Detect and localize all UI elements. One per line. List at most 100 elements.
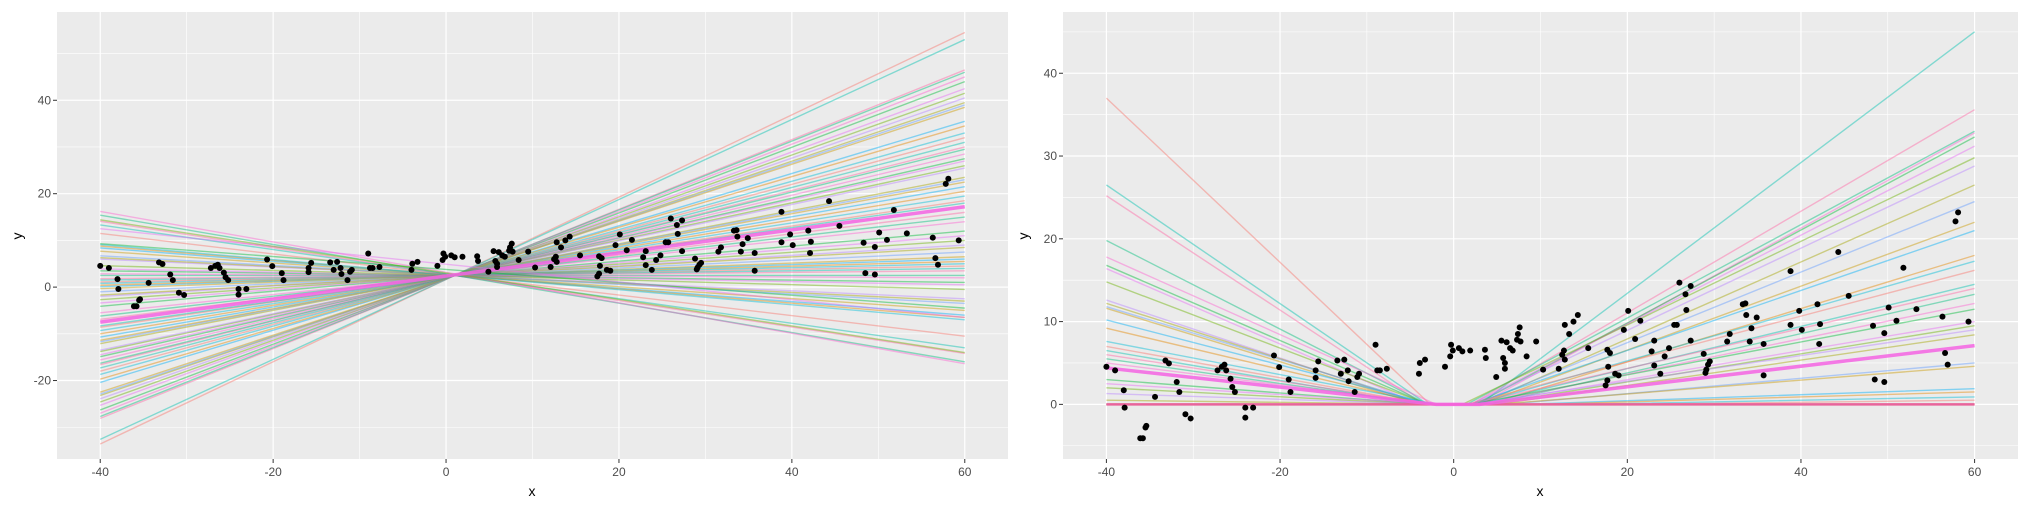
data-point — [860, 239, 867, 246]
data-point — [1560, 347, 1567, 354]
data-point — [665, 239, 672, 246]
left-x-tick-label: 40 — [785, 465, 799, 479]
data-point — [945, 175, 952, 182]
data-point — [1372, 341, 1379, 348]
data-point — [679, 248, 686, 255]
data-point — [1231, 388, 1238, 395]
data-point — [1561, 356, 1568, 363]
data-point — [1657, 370, 1664, 377]
data-point — [365, 250, 372, 257]
data-point — [105, 264, 112, 271]
data-point — [640, 254, 647, 261]
left-x-tick-label: -20 — [264, 465, 282, 479]
data-point — [1270, 352, 1277, 359]
data-point — [787, 231, 794, 238]
data-point — [305, 269, 312, 276]
data-point — [1221, 361, 1228, 368]
data-point — [243, 285, 250, 292]
data-point — [1187, 415, 1194, 422]
fit-line — [100, 268, 965, 286]
data-point — [1517, 338, 1524, 345]
data-point — [1482, 355, 1489, 362]
data-point — [220, 269, 227, 276]
data-point — [508, 240, 515, 247]
data-point — [553, 239, 560, 246]
data-point — [1687, 337, 1694, 344]
data-point — [278, 270, 285, 277]
data-point — [657, 252, 664, 259]
data-point — [1955, 209, 1962, 216]
data-point — [778, 208, 785, 215]
data-point — [1814, 301, 1821, 308]
data-point — [1516, 324, 1523, 331]
fit-line — [100, 181, 965, 342]
left-y-tick-label: 40 — [38, 93, 52, 107]
data-point — [1341, 356, 1348, 363]
data-point — [1223, 367, 1230, 374]
fit-line — [100, 235, 965, 304]
data-point — [1796, 307, 1803, 314]
fit-line — [100, 255, 965, 305]
data-point — [264, 256, 271, 263]
right-x-axis-title: x — [1537, 483, 1544, 499]
data-point — [434, 262, 441, 269]
fit-line — [100, 273, 965, 279]
data-point — [1683, 307, 1690, 313]
data-point — [1449, 347, 1456, 354]
data-point — [934, 261, 941, 268]
data-point — [334, 258, 341, 265]
data-point — [1585, 345, 1592, 352]
data-point — [181, 292, 188, 299]
right-y-tick-label: 30 — [1044, 149, 1058, 163]
fit-line — [100, 214, 965, 363]
data-point — [577, 252, 584, 259]
data-point — [1344, 367, 1351, 374]
data-point — [515, 257, 522, 264]
data-point — [474, 253, 481, 260]
data-point — [1566, 331, 1573, 338]
data-point — [114, 276, 121, 283]
left-y-axis-title: y — [9, 233, 25, 240]
data-point — [667, 215, 674, 222]
data-point — [826, 198, 833, 205]
fit-line — [100, 190, 965, 335]
data-point — [348, 266, 355, 273]
data-point — [734, 233, 741, 240]
left-x-tick-label: 60 — [958, 465, 972, 479]
data-point — [903, 230, 910, 237]
fit-line — [100, 153, 965, 361]
fit-line — [99, 71, 966, 418]
data-point — [1376, 367, 1383, 374]
data-point — [1746, 338, 1753, 345]
fit-line — [100, 141, 965, 369]
data-point — [1742, 300, 1749, 307]
data-point — [1881, 330, 1888, 337]
data-point — [1173, 379, 1180, 386]
data-point — [1242, 414, 1249, 421]
data-point — [1944, 361, 1951, 368]
data-point — [883, 236, 890, 243]
data-point — [739, 241, 746, 248]
fit-line — [100, 167, 965, 351]
data-point — [1787, 268, 1794, 275]
highlight-fit-line — [99, 205, 966, 324]
data-point — [653, 257, 660, 264]
data-point — [1965, 318, 1972, 325]
data-point — [1442, 363, 1448, 370]
data-point — [1676, 279, 1683, 286]
fit-line — [99, 97, 966, 400]
data-point — [553, 258, 560, 265]
data-point — [169, 277, 176, 284]
data-point — [1285, 376, 1292, 383]
fit-line — [100, 247, 965, 316]
data-point — [552, 253, 559, 260]
fit-line — [100, 210, 965, 365]
fit-line — [100, 220, 965, 355]
data-point — [929, 234, 936, 241]
data-point — [805, 227, 812, 234]
fit-line — [99, 80, 966, 411]
fit-line — [100, 251, 965, 293]
fit-line — [100, 245, 965, 319]
fit-line — [99, 31, 966, 445]
